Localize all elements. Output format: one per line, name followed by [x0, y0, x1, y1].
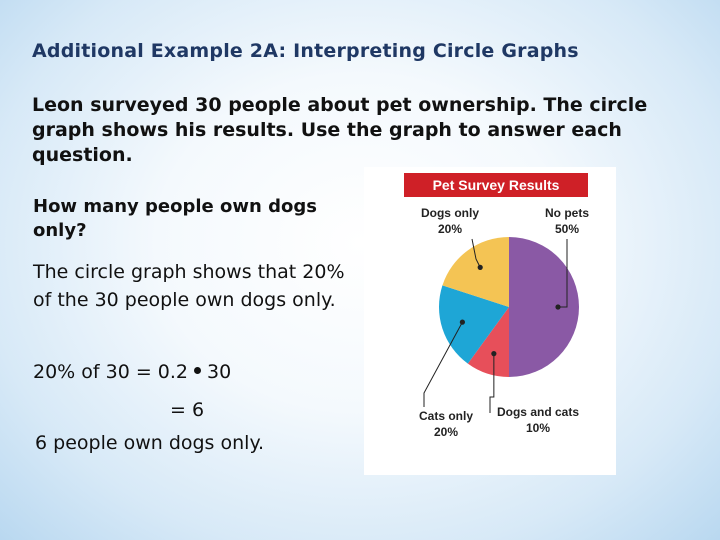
pie-chart-panel: Pet Survey Results Dogs only 20% No pets…: [364, 167, 616, 475]
answer-explanation: The circle graph shows that 20% of the 3…: [33, 261, 345, 311]
slice-label-no-pets: No pets: [545, 206, 589, 220]
slice-label-dogs-and-cats: Dogs and cats: [497, 405, 579, 419]
pie-slice-dogs-and-cats: [467, 307, 509, 377]
slice-label-cats-only: Cats only: [419, 409, 473, 423]
chart-title-bar: [404, 173, 588, 197]
slice-value-no-pets: 50%: [555, 222, 579, 236]
leader-line-dogs-only: [471, 238, 481, 268]
slice-value-cats-only: 20%: [434, 425, 458, 439]
equation-left: 20% of 30 = 0.2: [33, 361, 189, 383]
pie-slice-cats-only: [439, 285, 509, 364]
leader-line-cats-only: [423, 321, 463, 407]
leader-line-dogs-and-cats: [489, 353, 495, 413]
slice-marker-dogs-and-cats: [491, 351, 497, 357]
slice-marker-dogs-only: [477, 264, 483, 270]
pie-slice-dogs-only: [442, 237, 509, 307]
multiply-dot-icon: [194, 367, 202, 374]
slice-marker-no-pets: [555, 304, 561, 310]
slice-value-dogs-and-cats: 10%: [526, 421, 550, 435]
equation-line-1: 20% of 30 = 0.2 30: [33, 361, 231, 383]
slice-value-dogs-only: 20%: [438, 222, 462, 236]
slice-marker-cats-only: [459, 319, 465, 325]
leader-line-no-pets: [558, 239, 568, 308]
pie-slice-no-pets: [509, 237, 579, 377]
equation-right: 30: [207, 361, 232, 383]
conclusion-text: 6 people own dogs only.: [35, 432, 265, 454]
slide-title: Additional Example 2A: Interpreting Circ…: [32, 40, 579, 62]
question-text: How many people own dogs only?: [33, 196, 317, 241]
equation-line-2: = 6: [170, 399, 205, 421]
chart-title: Pet Survey Results: [433, 177, 560, 193]
problem-statement: Leon surveyed 30 people about pet owners…: [32, 94, 648, 166]
slice-label-dogs-only: Dogs only: [421, 206, 479, 220]
pie-chart: Pet Survey Results Dogs only 20% No pets…: [404, 173, 589, 439]
